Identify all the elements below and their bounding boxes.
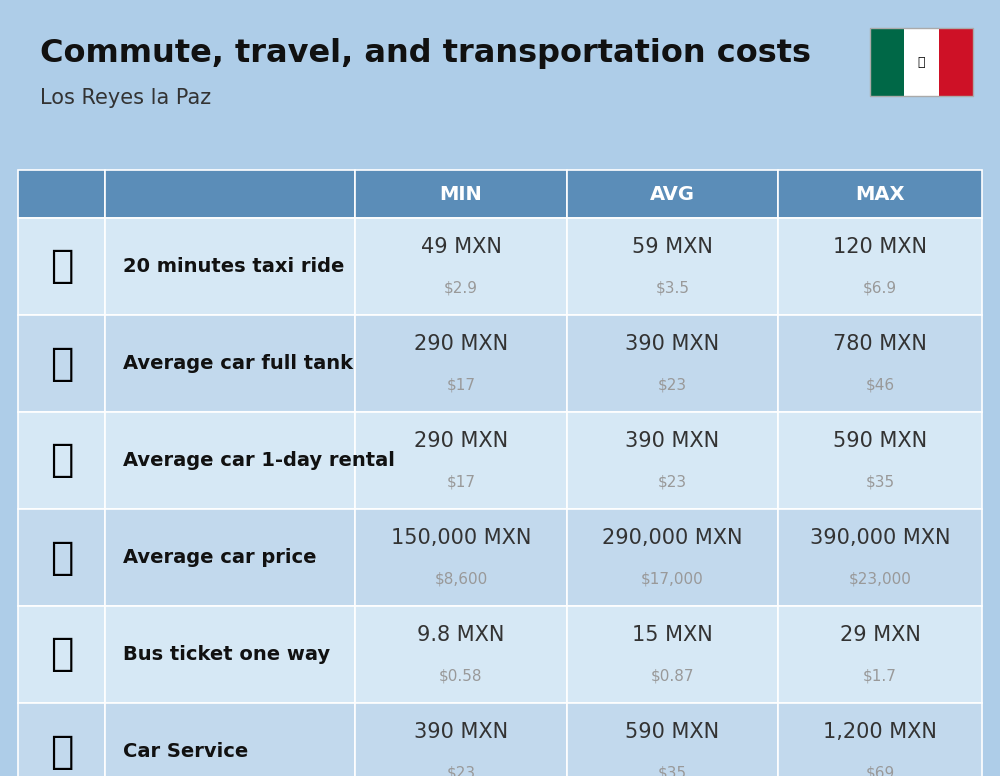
Bar [18,170,105,218]
Text: Average car price: Average car price [123,548,316,567]
Bar [105,315,355,412]
Text: $8,600: $8,600 [434,571,488,587]
Bar [355,412,567,509]
Text: $2.9: $2.9 [444,280,478,296]
Text: $35: $35 [658,765,687,776]
Text: $0.58: $0.58 [439,668,483,684]
Text: $23: $23 [446,765,476,776]
Text: $23: $23 [658,377,687,393]
Bar [105,170,355,218]
Bar [18,703,105,776]
Text: 780 MXN: 780 MXN [833,334,927,354]
Text: $46: $46 [865,377,895,393]
Text: 29 MXN: 29 MXN [840,625,920,645]
Text: 390,000 MXN: 390,000 MXN [810,528,950,548]
Bar [778,703,982,776]
Text: AVG: AVG [650,185,695,203]
Text: $3.5: $3.5 [656,280,690,296]
Text: $35: $35 [865,474,895,490]
Text: $17: $17 [446,474,476,490]
Text: $0.87: $0.87 [651,668,694,684]
Bar [18,412,105,509]
Text: ⛽: ⛽ [50,345,73,383]
Text: $23,000: $23,000 [849,571,911,587]
Text: MIN: MIN [440,185,482,203]
Bar [567,315,778,412]
Bar [105,218,355,315]
Text: Average car 1-day rental: Average car 1-day rental [123,451,395,470]
Bar [778,315,982,412]
Bar [355,315,567,412]
Text: Bus ticket one way: Bus ticket one way [123,645,330,664]
Text: 290,000 MXN: 290,000 MXN [602,528,743,548]
Text: Commute, travel, and transportation costs: Commute, travel, and transportation cost… [40,38,811,69]
Text: 120 MXN: 120 MXN [833,237,927,257]
Text: $1.7: $1.7 [863,668,897,684]
Text: $23: $23 [658,474,687,490]
Bar [18,315,105,412]
Bar [904,28,939,96]
Bar [105,509,355,606]
Text: $17,000: $17,000 [641,571,704,587]
Bar [355,170,567,218]
Bar [567,170,778,218]
Text: 150,000 MXN: 150,000 MXN [391,528,531,548]
Bar [567,412,778,509]
Text: 390 MXN: 390 MXN [414,722,508,742]
Text: MAX: MAX [855,185,905,203]
Text: 🚙: 🚙 [50,442,73,480]
Bar [939,28,973,96]
Text: Los Reyes la Paz: Los Reyes la Paz [40,88,211,108]
Text: 390 MXN: 390 MXN [625,334,720,354]
Bar [105,606,355,703]
Text: 🦅: 🦅 [918,56,925,68]
Text: $6.9: $6.9 [863,280,897,296]
Bar [870,28,904,96]
Text: Car Service: Car Service [123,742,248,761]
Text: 290 MXN: 290 MXN [414,431,508,451]
Bar [355,218,567,315]
Bar [355,703,567,776]
Bar [18,509,105,606]
Text: 390 MXN: 390 MXN [625,431,720,451]
Text: 59 MXN: 59 MXN [632,237,713,257]
Bar [870,28,973,96]
Bar [18,218,105,315]
Bar [567,703,778,776]
Bar [778,412,982,509]
Bar [567,606,778,703]
Text: 🚌: 🚌 [50,636,73,674]
Bar [18,606,105,703]
Bar [105,412,355,509]
Bar [105,703,355,776]
Text: 15 MXN: 15 MXN [632,625,713,645]
Bar [778,218,982,315]
Bar [567,218,778,315]
Bar [778,509,982,606]
Bar [778,606,982,703]
Text: $17: $17 [446,377,476,393]
Bar [355,509,567,606]
Bar [778,170,982,218]
Text: 590 MXN: 590 MXN [833,431,927,451]
Text: 🔧: 🔧 [50,733,73,771]
Text: 49 MXN: 49 MXN [421,237,501,257]
Text: 290 MXN: 290 MXN [414,334,508,354]
Bar [567,509,778,606]
Bar [355,606,567,703]
Text: 🚘: 🚘 [50,539,73,577]
Text: $69: $69 [865,765,895,776]
Text: 9.8 MXN: 9.8 MXN [417,625,505,645]
Text: 1,200 MXN: 1,200 MXN [823,722,937,742]
Text: 20 minutes taxi ride: 20 minutes taxi ride [123,257,344,276]
Text: 590 MXN: 590 MXN [625,722,720,742]
Text: Average car full tank: Average car full tank [123,354,353,373]
Text: 🚕: 🚕 [50,248,73,286]
